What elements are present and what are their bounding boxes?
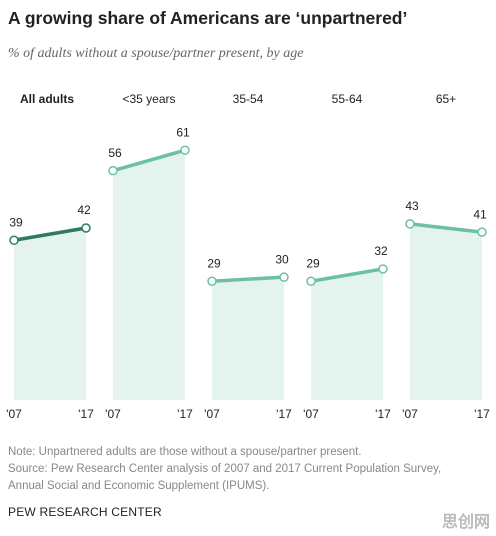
chart: All adults 39 '07 42 '17 <35 years 56 '07 61 '17 3… [6,92,490,421]
x-tick-label: '17 [276,407,292,421]
value-label: 29 [306,256,320,270]
value-label: 42 [77,203,91,217]
notes: Note: Unpartnered adults are those witho… [8,444,478,495]
point [306,276,316,286]
x-tick-label: '17 [474,407,490,421]
point [405,219,415,229]
point [180,145,190,155]
x-tick-label: '17 [177,407,193,421]
area [311,268,383,400]
panel-title: 55-64 [332,92,363,106]
subtitle: % of adults without a spouse/partner pre… [8,46,304,61]
panel-title: 65+ [436,92,456,106]
x-tick-label: '17 [375,407,391,421]
line [310,267,384,283]
panel-title: <35 years [122,92,175,106]
point [108,165,118,176]
point [279,272,289,282]
value-label: 39 [9,215,23,229]
area [14,228,86,400]
source: Source: Pew Research Center analysis of … [8,463,442,492]
x-tick-label: '07 [105,407,121,421]
title: A growing share of Americans are ‘unpart… [8,8,408,28]
panel-title: All adults [20,92,74,106]
panel-title: 35-54 [233,92,264,106]
point [9,235,19,246]
value-label: 29 [207,256,221,270]
line [112,148,186,173]
area [410,223,482,400]
area [113,150,185,400]
credit: PEW RESEARCH CENTER [8,505,162,519]
point [477,227,487,237]
value-label: 56 [108,146,122,160]
value-label: 43 [405,199,419,213]
note: Note: Unpartnered adults are those witho… [8,446,362,458]
line [13,226,87,243]
x-tick-label: '17 [78,407,94,421]
x-tick-label: '07 [303,407,319,421]
point [378,264,388,274]
watermark: 思创网 [441,514,490,531]
point [81,223,91,233]
value-label: 32 [374,244,388,258]
point [207,276,217,286]
value-label: 41 [473,207,487,221]
value-label: 61 [176,125,190,139]
line [211,275,285,283]
value-label: 30 [275,252,289,266]
x-tick-label: '07 [204,407,220,421]
line [409,222,483,234]
x-tick-label: '07 [402,407,418,421]
area [212,277,284,400]
x-tick-label: '07 [6,407,22,421]
